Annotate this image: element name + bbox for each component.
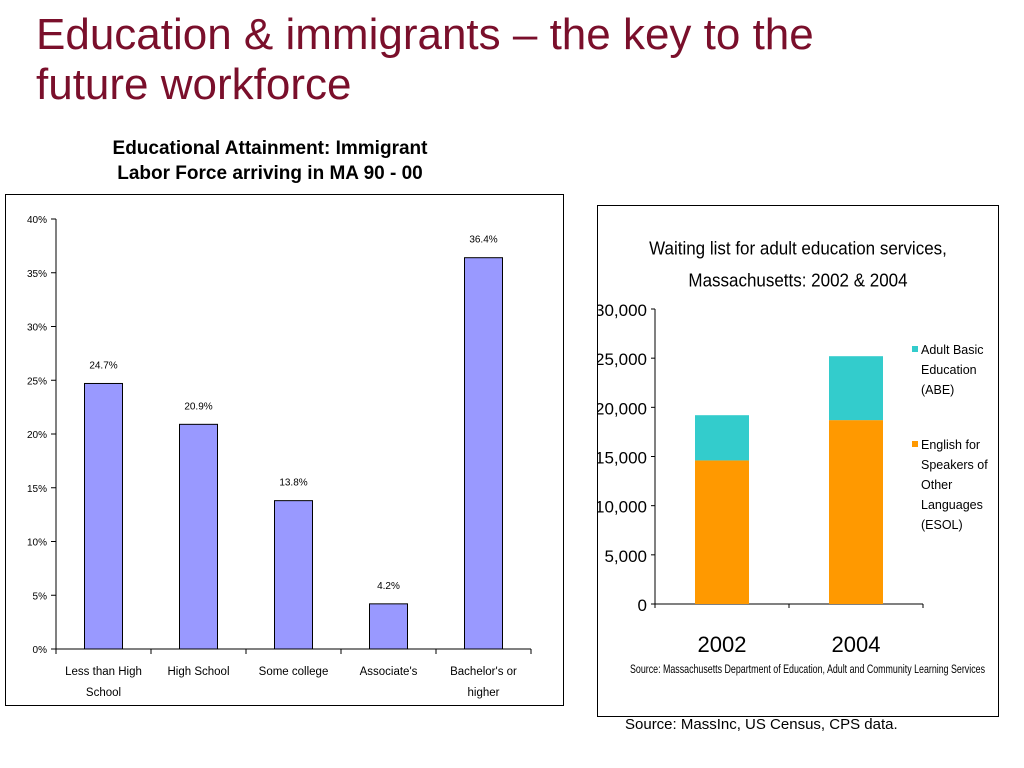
- y-tick-label: 10,000: [598, 498, 647, 517]
- x-tick-label: 2004: [832, 632, 881, 657]
- legend-label-esol: (ESOL): [921, 518, 963, 532]
- y-tick-label: 25%: [27, 376, 47, 387]
- x-tick-label: higher: [468, 687, 500, 699]
- y-tick-label: 10%: [27, 538, 47, 549]
- bar: [464, 257, 503, 650]
- y-tick-label: 35%: [27, 269, 47, 280]
- chart1-title-line-2: Labor Force arriving in MA 90 - 00: [117, 163, 423, 184]
- legend-label-esol: Languages: [921, 498, 983, 512]
- legend-swatch-esol: [912, 441, 918, 447]
- chart2-title-line-2: Massachusetts: 2002 & 2004: [688, 270, 907, 291]
- legend-label-esol: Speakers of: [921, 458, 988, 472]
- attainment-chart: 0% 5% 10% 15% 20% 25% 30% 35% 40% 24.7% Less than …: [27, 215, 532, 699]
- data-label: 4.2%: [377, 581, 400, 592]
- x-tick-label: Bachelor's or: [450, 666, 517, 678]
- y-tick-label: 25,000: [598, 350, 647, 369]
- x-tick-label: Some college: [259, 666, 329, 678]
- chart1-title: Educational Attainment: Immigrant Labor …: [60, 136, 480, 186]
- x-tick-label: High School: [167, 666, 229, 678]
- attainment-chart-frame: 0% 5% 10% 15% 20% 25% 30% 35% 40% 24.7% Less than …: [5, 194, 564, 706]
- legend-label-esol: Other: [921, 478, 952, 492]
- bar-segment-abe: [695, 415, 749, 461]
- y-tick-label: 5%: [33, 591, 48, 602]
- y-tick-label: 30%: [27, 323, 47, 334]
- bar: [179, 423, 218, 650]
- y-tick-label: 15%: [27, 484, 47, 495]
- data-label: 36.4%: [469, 235, 497, 246]
- bar-segment-abe: [829, 356, 883, 421]
- chart2-source: Source: Massachusetts Department of Educ…: [630, 662, 985, 676]
- bar-segment-esol: [829, 420, 883, 604]
- bar: [84, 382, 123, 650]
- data-label: 20.9%: [184, 401, 212, 412]
- y-tick-label: 20%: [27, 430, 47, 441]
- legend-label-abe: Adult Basic: [921, 343, 984, 357]
- slide-title-line-1: Education & immigrants – the key to the: [36, 10, 814, 59]
- y-tick-label: 30,000: [598, 301, 647, 320]
- x-tick-label: 2002: [698, 632, 747, 657]
- y-tick-label: 0%: [33, 645, 48, 656]
- y-tick-label: 20,000: [598, 399, 647, 418]
- legend-label-abe: Education: [921, 363, 977, 377]
- chart2-title-line-1: Waiting list for adult education service…: [649, 238, 947, 259]
- bar-segment-esol: [695, 460, 749, 604]
- x-tick-label: Less than High: [65, 666, 142, 678]
- source-note: Source: MassInc, US Census, CPS data.: [625, 716, 898, 733]
- y-tick-label: 0: [638, 596, 647, 615]
- bar: [369, 603, 408, 650]
- y-tick-label: 5,000: [604, 547, 647, 566]
- y-tick-label: 15,000: [598, 449, 647, 468]
- chart1-title-line-1: Educational Attainment: Immigrant: [112, 138, 428, 159]
- legend-label-esol: English for: [921, 438, 980, 452]
- data-label: 13.8%: [279, 478, 307, 489]
- waiting-list-chart: Waiting list for adult education service…: [595, 238, 988, 676]
- x-tick-label: School: [86, 687, 121, 699]
- legend-label-abe: (ABE): [921, 383, 954, 397]
- waiting-list-chart-frame: Waiting list for adult education service…: [595, 205, 999, 717]
- y-tick-label: 40%: [27, 215, 47, 226]
- x-tick-label: Associate's: [360, 666, 418, 678]
- data-label: 24.7%: [89, 360, 117, 371]
- legend-swatch-abe: [912, 346, 918, 352]
- bar: [274, 500, 313, 650]
- slide-title: Education & immigrants – the key to the …: [36, 10, 996, 110]
- slide-title-line-2: future workforce: [36, 60, 352, 109]
